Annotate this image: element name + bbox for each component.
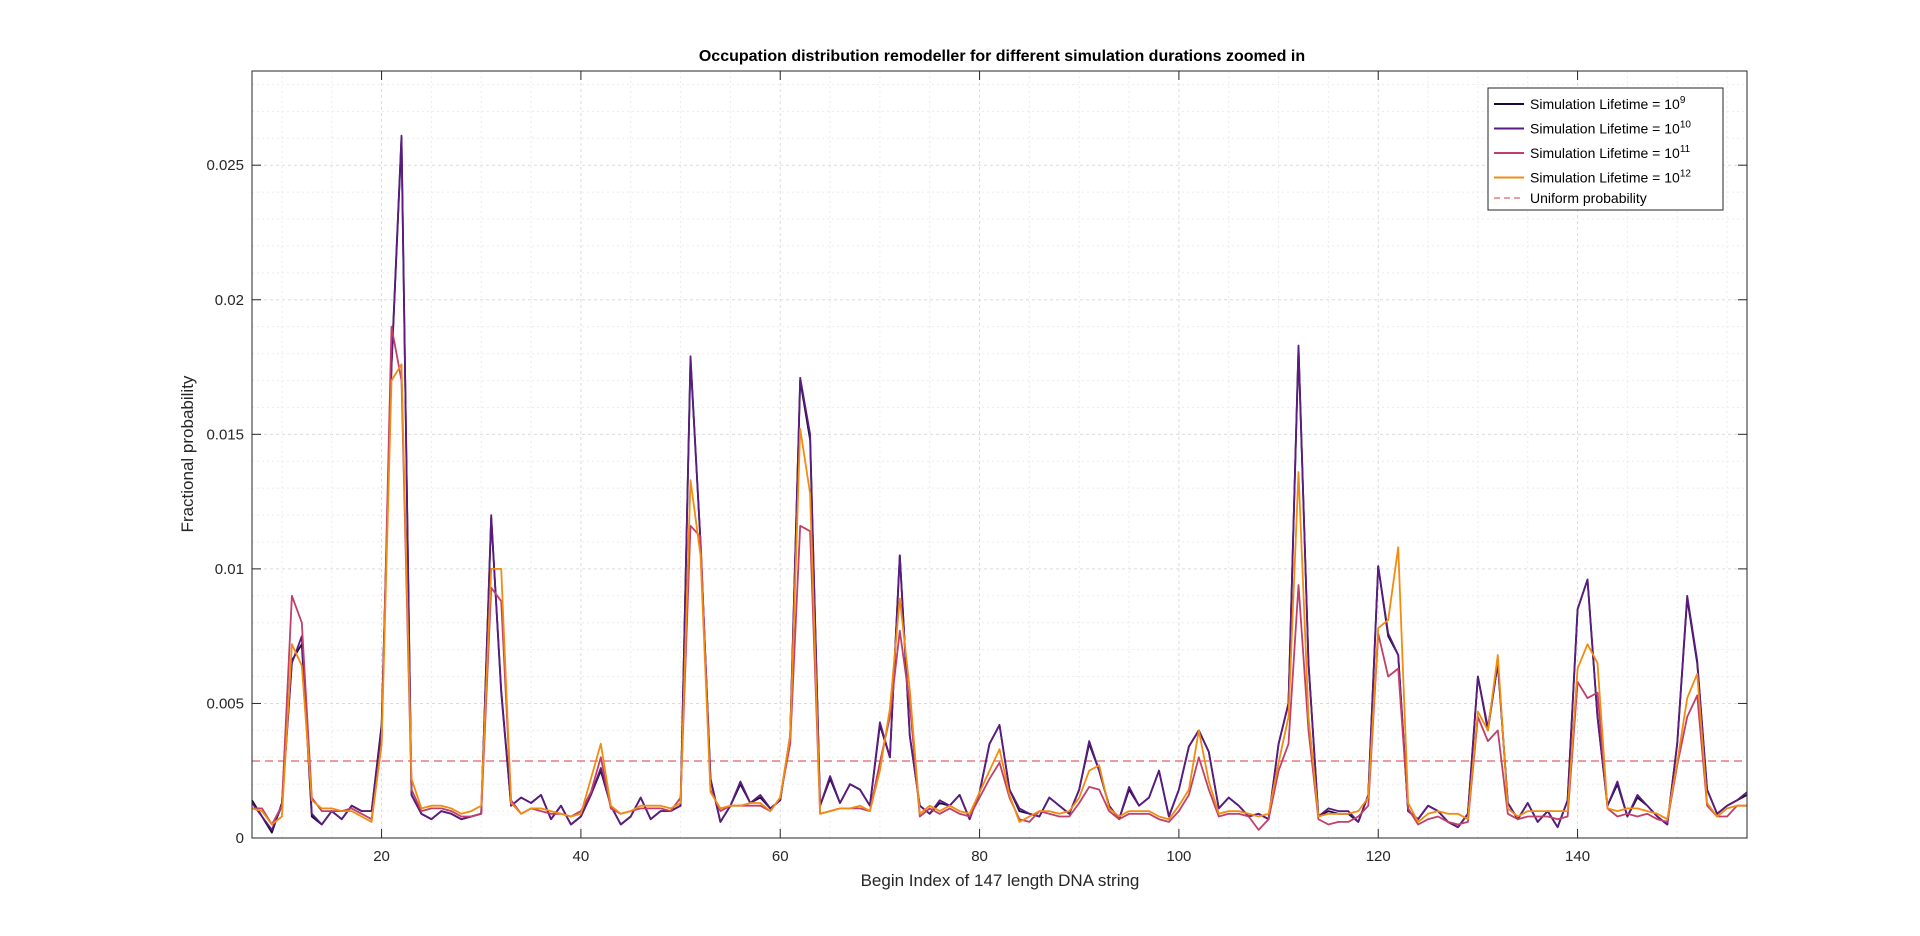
x-axis-label: Begin Index of 147 length DNA string [861,871,1140,890]
legend-entry-label: Simulation Lifetime = 1011 [1530,144,1691,161]
y-tick-label: 0.02 [215,292,244,309]
y-tick-label: 0.005 [206,695,244,712]
y-tick-label: 0.015 [206,426,244,443]
x-tick-label: 80 [971,848,988,865]
y-tick-label: 0.025 [206,157,244,174]
legend-entry-label: Simulation Lifetime = 1010 [1530,120,1691,137]
y-tick-labels: 0 0.005 0.01 0.015 0.02 0.025 [206,157,244,847]
x-tick-labels: 20 40 60 80 100 120 140 [373,848,1590,865]
series-line-1e12 [251,363,1747,826]
legend-box [1487,87,1724,211]
y-tick-label: 0.01 [215,561,244,578]
series-line-1e11 [252,325,1747,831]
x-tick-label: 120 [1366,848,1391,865]
x-tick-label: 60 [772,848,789,865]
legend-entry-label: Uniform probability [1530,190,1647,206]
legend-entry-label: Simulation Lifetime = 109 [1530,95,1686,112]
y-tick-label: 0 [236,830,244,847]
series-layer [251,134,1748,834]
x-tick-label: 40 [573,848,590,865]
y-axis-label: Fractional probability [178,375,197,532]
x-tick-label: 20 [373,848,390,865]
x-tick-label: 140 [1565,848,1590,865]
legend: Simulation Lifetime = 109 Simulation Life… [1487,87,1724,211]
chart-title: Occupation distribution remodeller for d… [699,48,1305,65]
plot-area-border [251,70,1748,839]
legend-entry-label: Simulation Lifetime = 1012 [1530,169,1691,186]
x-tick-label: 100 [1166,848,1191,865]
axis-ticks [252,71,1747,839]
